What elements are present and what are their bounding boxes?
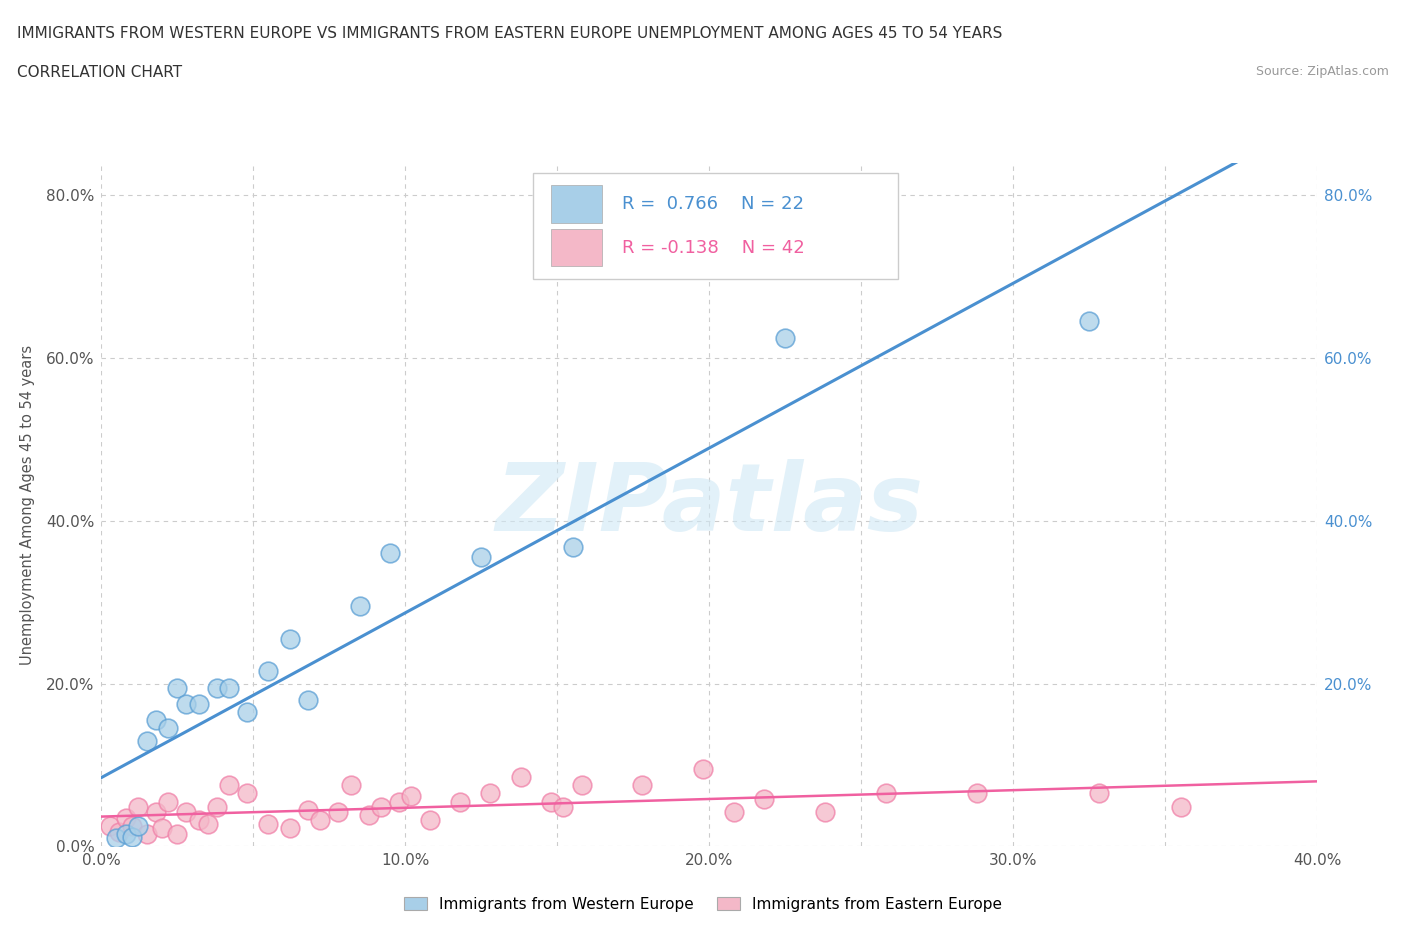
Point <box>236 705 259 720</box>
Point <box>297 693 319 708</box>
Point <box>1170 800 1192 815</box>
Point <box>135 827 157 842</box>
Text: Source: ZipAtlas.com: Source: ZipAtlas.com <box>1256 65 1389 78</box>
Point <box>218 680 240 695</box>
Text: R =  0.766    N = 22: R = 0.766 N = 22 <box>621 195 804 213</box>
Point <box>357 808 380 823</box>
Point <box>328 804 350 819</box>
Point <box>401 789 423 804</box>
Point <box>197 817 219 831</box>
Point <box>105 830 128 845</box>
FancyBboxPatch shape <box>551 229 602 267</box>
Point <box>121 818 143 833</box>
Point <box>218 777 240 792</box>
Point <box>875 786 897 801</box>
Point <box>135 733 157 748</box>
Point <box>114 810 136 825</box>
Point <box>157 794 180 809</box>
Point <box>150 821 173 836</box>
Text: ZIPatlas: ZIPatlas <box>495 458 924 551</box>
Point <box>176 697 198 711</box>
Point <box>571 777 593 792</box>
Point <box>349 599 371 614</box>
Point <box>631 777 654 792</box>
Point <box>723 804 745 819</box>
Point <box>278 631 301 646</box>
Point <box>121 830 143 844</box>
Point <box>540 794 562 809</box>
Point <box>449 794 471 809</box>
Point <box>166 827 188 842</box>
Point <box>309 813 332 828</box>
Point <box>1078 314 1101 329</box>
Point <box>127 800 149 815</box>
Point <box>814 804 837 819</box>
Point <box>127 818 149 833</box>
Point <box>278 821 301 836</box>
Point <box>187 697 209 711</box>
Point <box>370 800 392 815</box>
Point <box>553 800 575 815</box>
Point <box>176 804 198 819</box>
Point <box>752 791 775 806</box>
Point <box>257 664 280 679</box>
Point <box>205 680 228 695</box>
Point <box>388 794 411 809</box>
Point <box>297 803 319 817</box>
Point <box>205 800 228 815</box>
Point <box>692 762 714 777</box>
Point <box>236 786 259 801</box>
Point <box>775 330 797 345</box>
Point <box>166 680 188 695</box>
Point <box>187 813 209 828</box>
Point <box>509 770 531 785</box>
Point <box>339 777 361 792</box>
Point <box>108 824 131 839</box>
Text: IMMIGRANTS FROM WESTERN EUROPE VS IMMIGRANTS FROM EASTERN EUROPE UNEMPLOYMENT AM: IMMIGRANTS FROM WESTERN EUROPE VS IMMIGR… <box>17 26 1002 41</box>
FancyBboxPatch shape <box>551 185 602 223</box>
Text: R = -0.138    N = 42: R = -0.138 N = 42 <box>621 239 804 257</box>
Point <box>378 546 401 561</box>
Point <box>561 539 583 554</box>
Y-axis label: Unemployment Among Ages 45 to 54 years: Unemployment Among Ages 45 to 54 years <box>20 344 35 665</box>
Point <box>470 550 492 565</box>
Point <box>98 818 121 833</box>
Point <box>479 786 502 801</box>
Point <box>257 817 280 831</box>
Legend: Immigrants from Western Europe, Immigrants from Eastern Europe: Immigrants from Western Europe, Immigran… <box>398 890 1008 918</box>
Point <box>145 712 167 727</box>
Point <box>419 813 441 828</box>
Point <box>114 827 136 842</box>
FancyBboxPatch shape <box>533 173 898 279</box>
Point <box>1087 786 1109 801</box>
Text: CORRELATION CHART: CORRELATION CHART <box>17 65 181 80</box>
Point <box>157 721 180 736</box>
Point <box>145 804 167 819</box>
Point <box>966 786 988 801</box>
